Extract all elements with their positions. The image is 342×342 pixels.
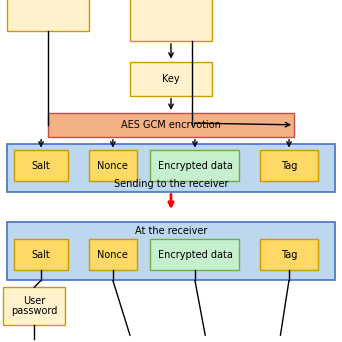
FancyBboxPatch shape <box>7 0 89 31</box>
FancyBboxPatch shape <box>130 62 212 96</box>
FancyBboxPatch shape <box>14 150 68 181</box>
FancyBboxPatch shape <box>3 287 65 325</box>
Text: Tag: Tag <box>281 161 297 171</box>
FancyBboxPatch shape <box>150 150 239 181</box>
Text: password: password <box>11 306 57 316</box>
Text: Nonce: Nonce <box>97 161 128 171</box>
FancyBboxPatch shape <box>7 144 335 192</box>
FancyBboxPatch shape <box>89 239 137 270</box>
FancyBboxPatch shape <box>7 222 335 280</box>
Text: At the receiver: At the receiver <box>135 226 207 236</box>
FancyBboxPatch shape <box>89 150 137 181</box>
Text: Sending to the receiver: Sending to the receiver <box>114 179 228 189</box>
Text: User: User <box>23 296 45 306</box>
Text: Salt: Salt <box>32 250 50 260</box>
Text: Tag: Tag <box>281 250 297 260</box>
Text: Salt: Salt <box>32 161 50 171</box>
Text: Encrypted data: Encrypted data <box>158 161 232 171</box>
FancyBboxPatch shape <box>130 0 212 41</box>
FancyBboxPatch shape <box>48 113 294 137</box>
Text: Key: Key <box>162 74 180 84</box>
FancyBboxPatch shape <box>260 239 318 270</box>
FancyBboxPatch shape <box>260 150 318 181</box>
Text: AES GCM encrvotion: AES GCM encrvotion <box>121 120 221 130</box>
Text: Encrypted data: Encrypted data <box>158 250 232 260</box>
Text: Nonce: Nonce <box>97 250 128 260</box>
FancyBboxPatch shape <box>14 239 68 270</box>
FancyBboxPatch shape <box>150 239 239 270</box>
